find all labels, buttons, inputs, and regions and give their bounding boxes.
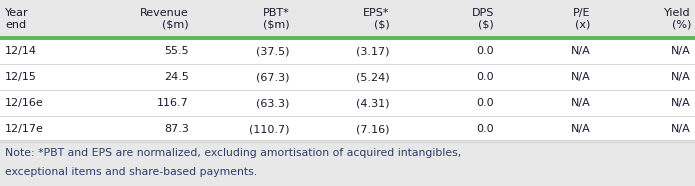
Text: N/A: N/A [671, 72, 691, 82]
Text: 87.3: 87.3 [164, 124, 189, 134]
Text: Yield
(%): Yield (%) [664, 8, 691, 30]
Text: (5.24): (5.24) [357, 72, 390, 82]
Text: PBT*
($m): PBT* ($m) [263, 8, 289, 30]
Text: 0.0: 0.0 [477, 98, 494, 108]
Text: DPS
($): DPS ($) [472, 8, 494, 30]
Text: exceptional items and share-based payments.: exceptional items and share-based paymen… [5, 167, 257, 177]
Text: N/A: N/A [571, 124, 591, 134]
Text: 55.5: 55.5 [165, 46, 189, 56]
Text: N/A: N/A [671, 98, 691, 108]
Text: 0.0: 0.0 [477, 124, 494, 134]
Text: 12/15: 12/15 [5, 72, 37, 82]
Bar [0, 140, 695, 186]
Text: (110.7): (110.7) [249, 124, 289, 134]
Text: N/A: N/A [671, 46, 691, 56]
Text: (3.17): (3.17) [357, 46, 390, 56]
Text: 12/16e: 12/16e [5, 98, 44, 108]
Text: 12/14: 12/14 [5, 46, 37, 56]
Text: N/A: N/A [571, 72, 591, 82]
Text: (37.5): (37.5) [256, 46, 289, 56]
Text: (7.16): (7.16) [357, 124, 390, 134]
Text: 0.0: 0.0 [477, 46, 494, 56]
Text: (4.31): (4.31) [357, 98, 390, 108]
Text: 24.5: 24.5 [164, 72, 189, 82]
Text: N/A: N/A [571, 98, 591, 108]
Text: 12/17e: 12/17e [5, 124, 44, 134]
Text: EPS*
($): EPS* ($) [363, 8, 390, 30]
Text: 0.0: 0.0 [477, 72, 494, 82]
Text: 116.7: 116.7 [157, 98, 189, 108]
Bar [0, 0, 695, 38]
Text: P/E
(x): P/E (x) [573, 8, 591, 30]
Text: N/A: N/A [671, 124, 691, 134]
Text: (63.3): (63.3) [256, 98, 289, 108]
Text: (67.3): (67.3) [256, 72, 289, 82]
Text: Year
end: Year end [5, 8, 28, 30]
Text: Note: *PBT and EPS are normalized, excluding amortisation of acquired intangible: Note: *PBT and EPS are normalized, exclu… [5, 148, 461, 158]
Text: N/A: N/A [571, 46, 591, 56]
Text: Revenue
($m): Revenue ($m) [140, 8, 189, 30]
